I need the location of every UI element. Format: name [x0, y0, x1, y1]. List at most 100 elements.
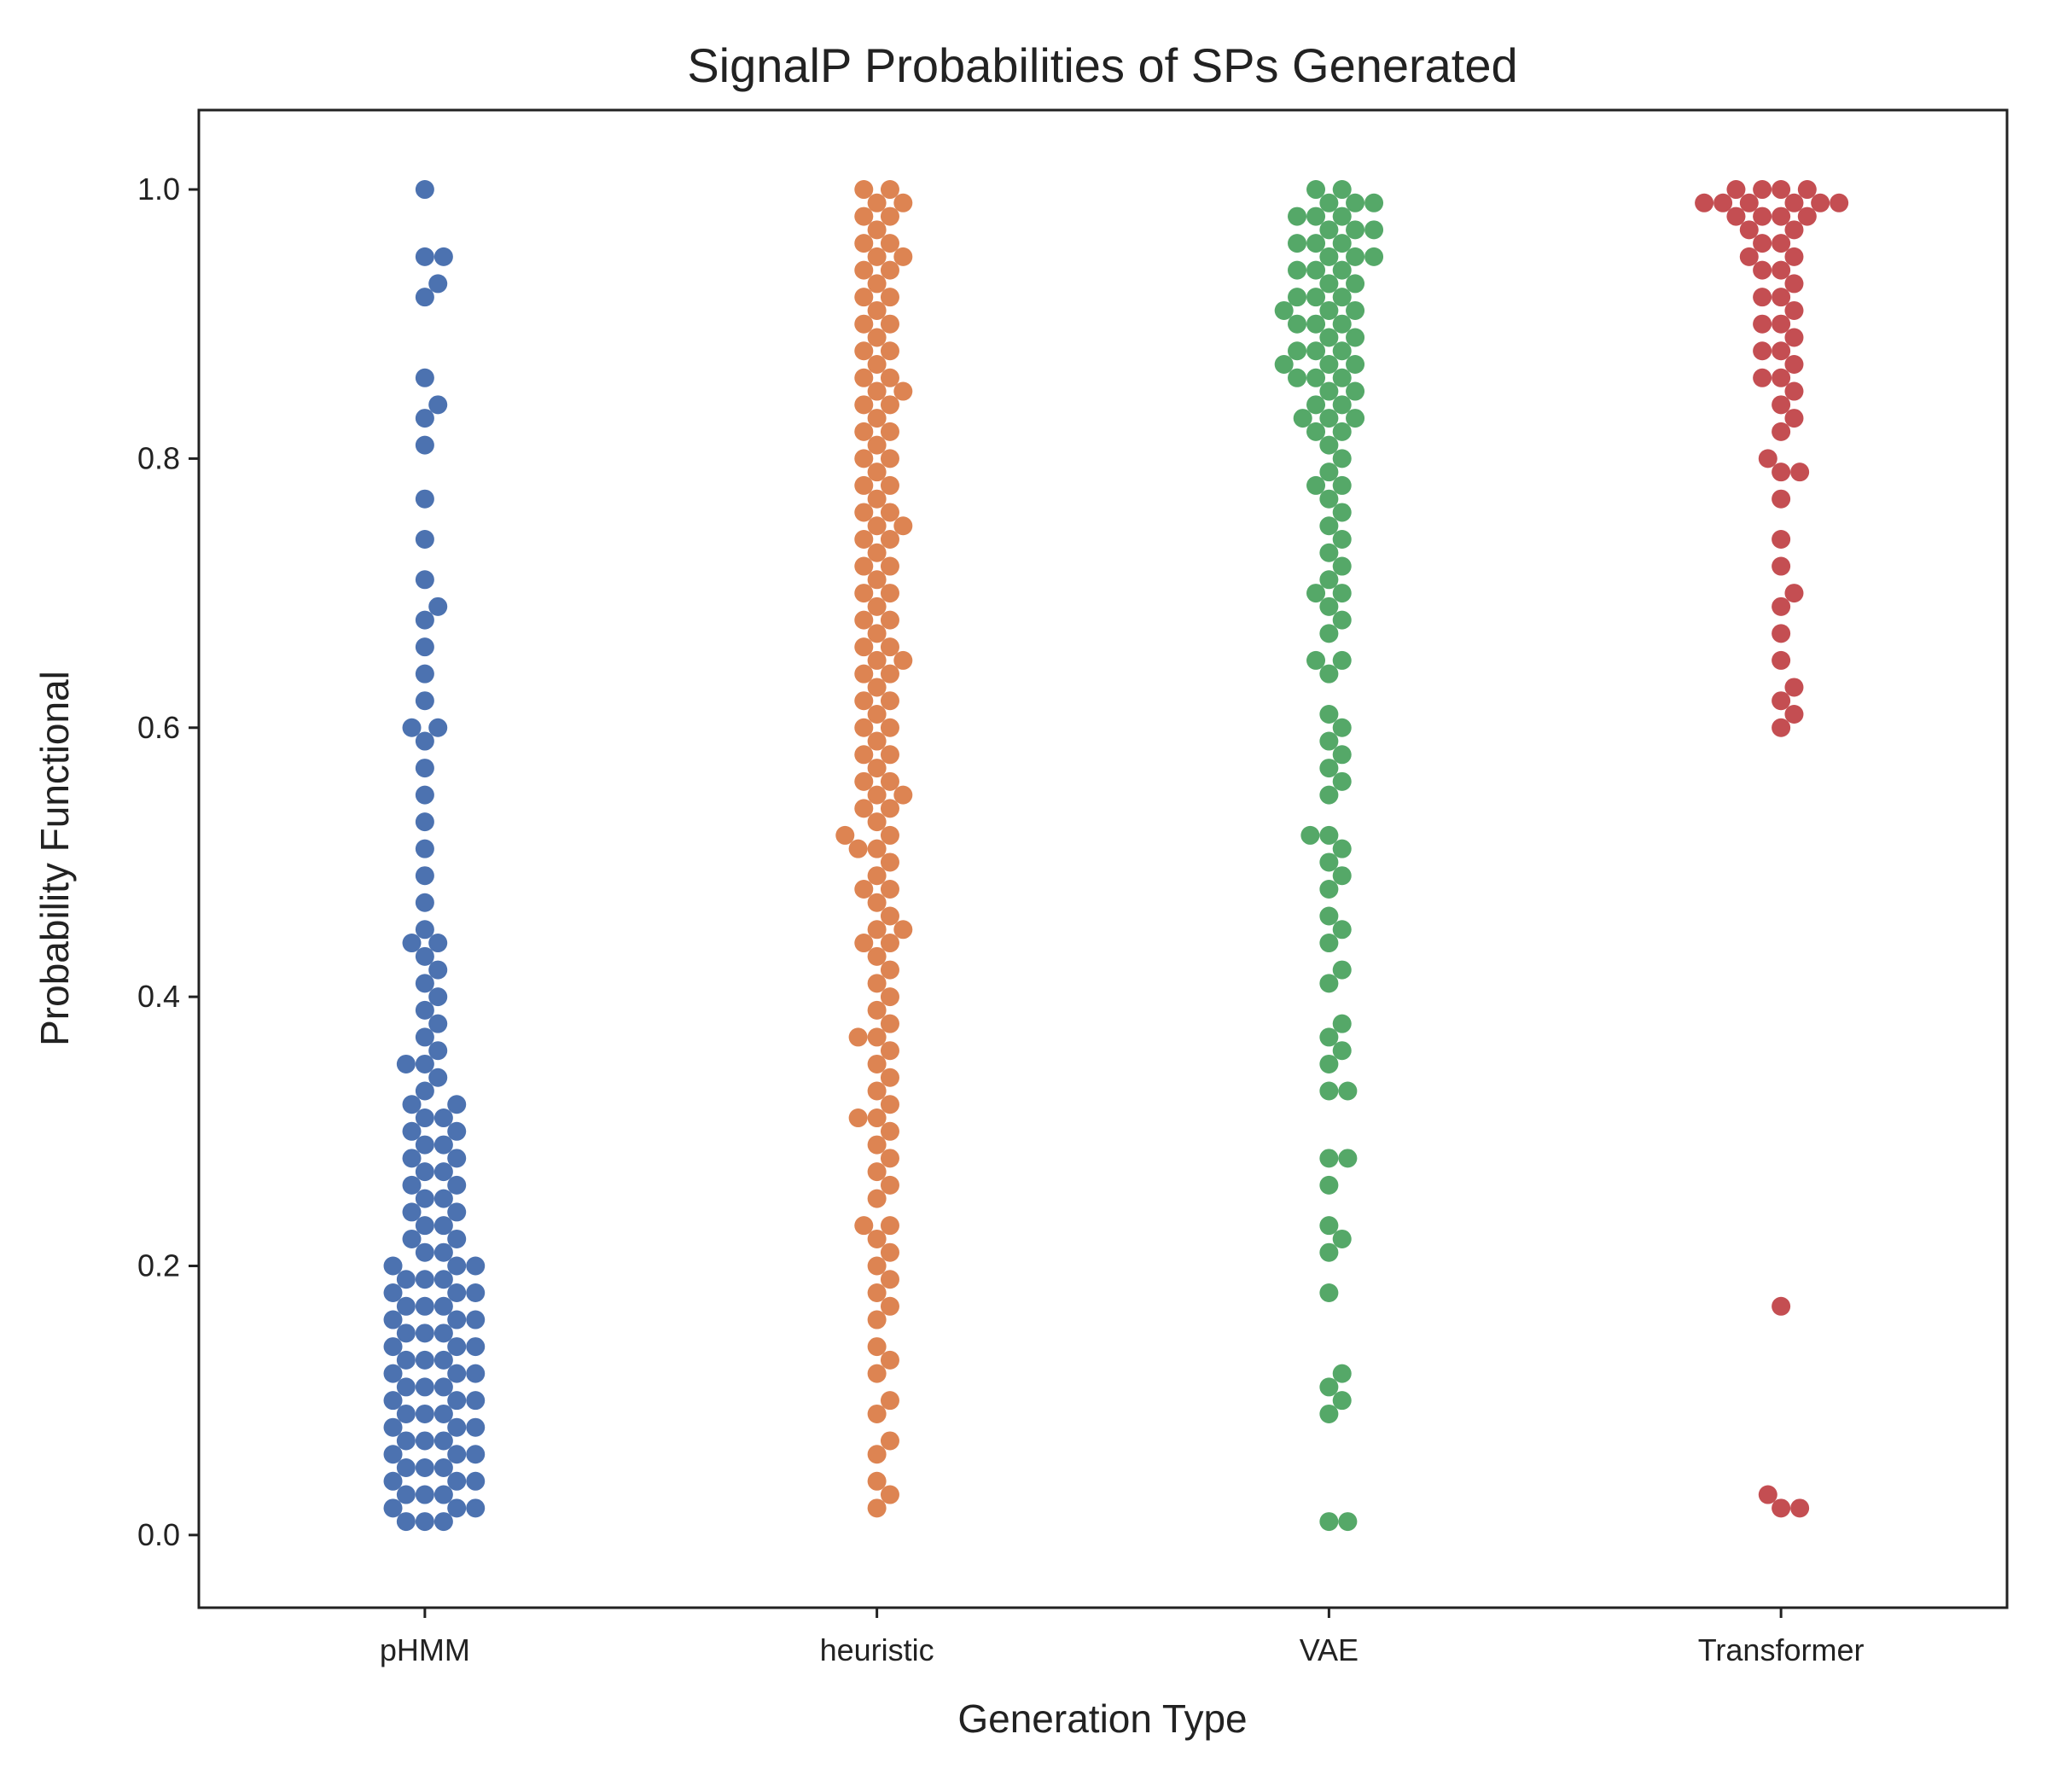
swarm-point — [1319, 193, 1339, 212]
swarm-point — [1319, 463, 1339, 482]
swarm-point — [1753, 314, 1772, 334]
swarm-point — [867, 1337, 887, 1357]
swarm-point — [1332, 1041, 1352, 1061]
swarm-point — [1319, 355, 1339, 375]
swarm-point — [466, 1256, 486, 1276]
swarm-point — [880, 260, 899, 280]
y-tick-label: 0.2 — [137, 1248, 180, 1283]
swarm-point — [867, 193, 887, 212]
swarm-point — [1319, 409, 1339, 428]
swarm-point — [867, 570, 887, 590]
swarm-point — [867, 596, 887, 616]
y-tick-label: 0.6 — [137, 710, 180, 745]
swarm-point — [466, 1364, 486, 1383]
swarm-point — [1288, 207, 1307, 226]
swarm-point — [415, 664, 434, 684]
swarm-point — [854, 530, 874, 550]
swarm-point — [1772, 1296, 1791, 1316]
swarm-point — [466, 1498, 486, 1518]
swarm-point — [415, 247, 434, 266]
swarm-point — [1346, 300, 1365, 320]
swarm-point — [402, 1175, 422, 1195]
swarm-point — [402, 1202, 422, 1222]
swarm-point — [447, 1364, 467, 1383]
swarm-point — [1772, 260, 1791, 280]
swarm-point — [854, 664, 874, 684]
swarm-point — [867, 974, 887, 993]
swarm-point — [848, 1108, 868, 1128]
swarm-point — [1726, 180, 1746, 200]
swarm-point — [1319, 759, 1339, 778]
swarm-point — [867, 1310, 887, 1329]
swarm-point — [1784, 704, 1804, 724]
swarm-point — [867, 355, 887, 375]
swarm-point — [433, 1242, 453, 1262]
swarm-point — [854, 637, 874, 657]
swarm-point — [1319, 1054, 1339, 1073]
swarm-point — [1772, 207, 1791, 226]
swarm-point — [854, 691, 874, 711]
swarm-point — [433, 1404, 453, 1423]
swarm-point — [867, 1404, 887, 1423]
swarm-point — [867, 839, 887, 858]
swarm-point — [415, 1054, 434, 1073]
swarm-point — [1772, 341, 1791, 361]
swarm-point — [867, 435, 887, 455]
swarm-point — [867, 489, 887, 509]
swarm-point — [447, 1417, 467, 1437]
swarm-point — [1332, 1229, 1352, 1248]
swarm-point — [447, 1229, 467, 1248]
swarm-point — [880, 691, 899, 711]
swarm-point — [1753, 368, 1772, 387]
swarm-point — [880, 1095, 899, 1114]
swarm-point — [415, 288, 434, 307]
swarm-point — [1784, 274, 1804, 294]
swarm-point — [880, 422, 899, 441]
swarm-point — [880, 987, 899, 1007]
swarm-point — [1364, 247, 1384, 266]
swarm-point — [880, 960, 899, 980]
swarm-point — [1332, 839, 1352, 858]
swarm-point — [428, 1041, 448, 1061]
swarm-point — [893, 920, 913, 940]
swarm-point — [1319, 825, 1339, 845]
swarm-point — [1319, 704, 1339, 724]
swarm-point — [867, 1027, 887, 1047]
swarm-point — [867, 920, 887, 940]
swarm-point — [1332, 449, 1352, 468]
swarm-point — [1332, 260, 1352, 280]
swarm-point — [1332, 234, 1352, 253]
swarm-point — [867, 893, 887, 912]
swarm-point — [415, 1431, 434, 1451]
swarm-point — [854, 180, 874, 200]
swarm-point — [1306, 260, 1326, 280]
swarm-point — [466, 1337, 486, 1357]
swarm-point — [880, 799, 899, 818]
swarm-point — [880, 1431, 899, 1451]
swarm-point — [867, 543, 887, 562]
swarm-point — [880, 395, 899, 415]
swarm-point — [854, 449, 874, 468]
swarm-point — [1739, 247, 1759, 266]
swarm-point — [1319, 664, 1339, 684]
swarm-point — [1319, 934, 1339, 953]
swarm-point — [1753, 288, 1772, 307]
swarm-point — [1332, 341, 1352, 361]
swarm-point — [415, 1108, 434, 1128]
swarm-point — [415, 1081, 434, 1101]
swarm-point — [1332, 960, 1352, 980]
swarm-point — [1758, 1485, 1777, 1504]
swarm-point — [396, 1431, 416, 1451]
swarm-point — [867, 650, 887, 670]
swarm-point — [1319, 300, 1339, 320]
swarm-point — [1332, 207, 1352, 226]
swarm-point — [1772, 368, 1791, 387]
swarm-point — [1306, 584, 1326, 603]
swarm-point — [867, 1229, 887, 1248]
swarm-point — [867, 1081, 887, 1101]
swarm-point — [415, 839, 434, 858]
swarm-point — [880, 341, 899, 361]
swarm-point — [396, 1377, 416, 1397]
swarm-point — [880, 207, 899, 226]
swarm-point — [880, 1175, 899, 1195]
